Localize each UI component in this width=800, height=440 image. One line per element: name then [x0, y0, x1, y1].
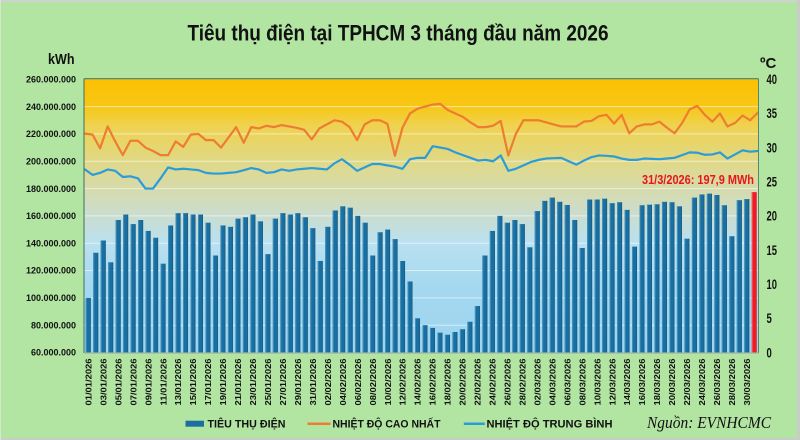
svg-text:12/03/2026: 12/03/2026 [607, 358, 617, 405]
svg-text:16/03/2026: 16/03/2026 [637, 358, 647, 405]
svg-text:29/01/2026: 29/01/2026 [293, 358, 303, 405]
svg-text:31/3/2026: 197,9 MWh: 31/3/2026: 197,9 MWh [642, 172, 754, 187]
svg-text:04/03/2026: 04/03/2026 [547, 358, 557, 405]
svg-text:NHIỆT ĐỘ TRUNG BÌNH: NHIỆT ĐỘ TRUNG BÌNH [487, 418, 613, 431]
svg-text:10/03/2026: 10/03/2026 [592, 358, 602, 405]
svg-text:40: 40 [767, 72, 778, 87]
svg-text:04/02/2026: 04/02/2026 [338, 358, 348, 405]
svg-text:18/02/2026: 18/02/2026 [443, 358, 453, 405]
svg-text:ºC: ºC [760, 55, 776, 72]
svg-text:13/01/2026: 13/01/2026 [173, 358, 183, 405]
svg-text:kWh: kWh [48, 51, 75, 68]
svg-text:NHIỆT ĐỘ CAO NHẤT: NHIỆT ĐỘ CAO NHẤT [333, 418, 441, 431]
svg-text:35: 35 [767, 106, 778, 121]
svg-text:07/01/2026: 07/01/2026 [128, 358, 138, 405]
svg-text:Nguồn: EVNHCMC: Nguồn: EVNHCMC [646, 413, 771, 432]
svg-text:26/02/2026: 26/02/2026 [503, 358, 513, 405]
svg-text:60.000.000: 60.000.000 [31, 348, 76, 358]
svg-text:Tiêu thụ điện tại TPHCM 3 thán: Tiêu thụ điện tại TPHCM 3 tháng đầu năm … [188, 21, 609, 46]
svg-text:02/02/2026: 02/02/2026 [323, 358, 333, 405]
svg-text:140.000.000: 140.000.000 [26, 238, 76, 248]
svg-text:100.000.000: 100.000.000 [26, 293, 76, 303]
svg-text:19/01/2026: 19/01/2026 [218, 358, 228, 405]
svg-text:18/03/2026: 18/03/2026 [652, 358, 662, 405]
svg-text:160.000.000: 160.000.000 [26, 211, 76, 221]
svg-text:20/02/2026: 20/02/2026 [458, 358, 468, 405]
svg-text:5: 5 [767, 311, 773, 326]
svg-text:16/02/2026: 16/02/2026 [428, 358, 438, 405]
svg-text:220.000.000: 220.000.000 [26, 129, 76, 139]
svg-text:260.000.000: 260.000.000 [26, 75, 76, 85]
svg-text:28/02/2026: 28/02/2026 [517, 358, 527, 405]
svg-text:24/03/2026: 24/03/2026 [697, 358, 707, 405]
svg-text:80.000.000: 80.000.000 [31, 320, 76, 330]
svg-text:22/03/2026: 22/03/2026 [682, 358, 692, 405]
svg-text:20: 20 [767, 209, 778, 224]
svg-text:08/02/2026: 08/02/2026 [368, 358, 378, 405]
svg-text:20/03/2026: 20/03/2026 [667, 358, 677, 405]
svg-text:12/02/2026: 12/02/2026 [398, 358, 408, 405]
svg-text:17/01/2026: 17/01/2026 [203, 358, 213, 405]
svg-text:25/01/2026: 25/01/2026 [263, 358, 273, 405]
svg-text:120.000.000: 120.000.000 [26, 266, 76, 276]
svg-text:08/03/2026: 08/03/2026 [577, 358, 587, 405]
svg-text:21/01/2026: 21/01/2026 [233, 358, 243, 405]
svg-text:0: 0 [767, 345, 772, 360]
svg-text:30/03/2026: 30/03/2026 [742, 358, 752, 405]
svg-text:TIÊU THỤ ĐIỆN: TIÊU THỤ ĐIỆN [208, 418, 286, 431]
svg-text:15: 15 [767, 243, 778, 258]
svg-text:14/03/2026: 14/03/2026 [622, 358, 632, 405]
svg-text:11/01/2026: 11/01/2026 [158, 358, 168, 405]
svg-text:06/02/2026: 06/02/2026 [353, 358, 363, 405]
svg-text:26/03/2026: 26/03/2026 [712, 358, 722, 405]
svg-text:200.000.000: 200.000.000 [26, 157, 76, 167]
svg-text:10/02/2026: 10/02/2026 [383, 358, 393, 405]
svg-text:15/01/2026: 15/01/2026 [188, 358, 198, 405]
svg-text:05/01/2026: 05/01/2026 [113, 358, 123, 405]
svg-text:240.000.000: 240.000.000 [26, 102, 76, 112]
svg-text:14/02/2026: 14/02/2026 [413, 358, 423, 405]
svg-text:23/01/2026: 23/01/2026 [248, 358, 258, 405]
svg-text:03/01/2026: 03/01/2026 [98, 358, 108, 405]
svg-text:31/01/2026: 31/01/2026 [308, 358, 318, 405]
svg-text:22/02/2026: 22/02/2026 [473, 358, 483, 405]
svg-text:01/01/2026: 01/01/2026 [83, 358, 93, 405]
svg-text:28/03/2026: 28/03/2026 [727, 358, 737, 405]
svg-text:25: 25 [767, 175, 778, 190]
svg-text:09/01/2026: 09/01/2026 [143, 358, 153, 405]
svg-text:180.000.000: 180.000.000 [26, 184, 76, 194]
svg-text:02/03/2026: 02/03/2026 [532, 358, 542, 405]
svg-text:24/02/2026: 24/02/2026 [488, 358, 498, 405]
svg-text:30: 30 [767, 140, 778, 155]
svg-text:10: 10 [767, 277, 778, 292]
svg-text:27/01/2026: 27/01/2026 [278, 358, 288, 405]
svg-text:06/03/2026: 06/03/2026 [562, 358, 572, 405]
